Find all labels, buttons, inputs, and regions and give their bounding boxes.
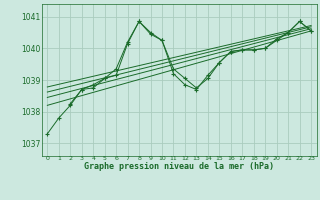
X-axis label: Graphe pression niveau de la mer (hPa): Graphe pression niveau de la mer (hPa) <box>84 162 274 171</box>
